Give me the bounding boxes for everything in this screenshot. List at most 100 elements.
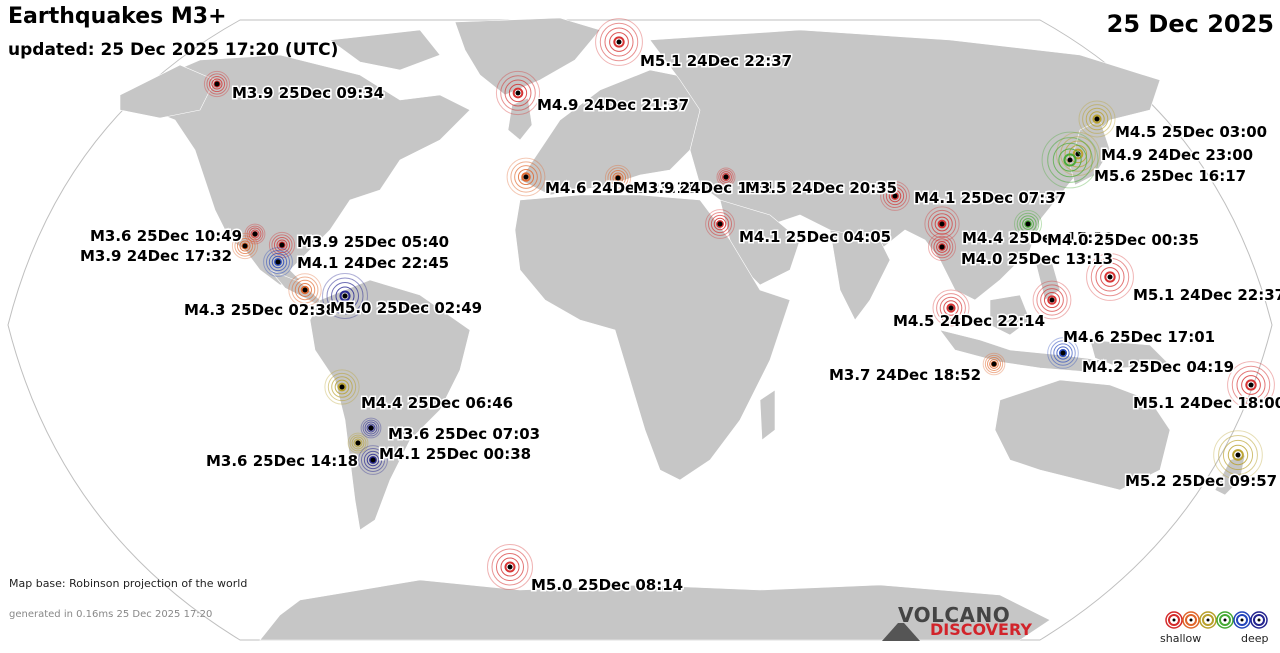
quake-marker[interactable] [1041, 131, 1099, 189]
land-madagascar [759, 389, 776, 441]
quake-marker[interactable] [1032, 280, 1072, 320]
quake-marker[interactable] [1078, 100, 1116, 138]
quake-marker[interactable] [203, 70, 231, 98]
quake-ring [1095, 262, 1125, 292]
quake-label[interactable]: M4.0 25Dec 00:35 [1046, 230, 1201, 251]
quake-label[interactable]: M4.1 25Dec 07:37 [913, 188, 1068, 209]
quake-ring [363, 450, 383, 470]
quake-marker[interactable] [1047, 337, 1079, 369]
quake-label[interactable]: M5.2 25Dec 09:57 [1124, 471, 1279, 492]
legend-ring [1182, 611, 1200, 629]
quake-ring [989, 359, 999, 369]
quake-labels: M5.1 24Dec 22:37 M3.9 25Dec 09:34 M4.9 24D… [79, 51, 1280, 596]
quake-ring [936, 241, 948, 253]
quake-marker[interactable] [495, 70, 541, 116]
quake-label[interactable]: M3.9 25Dec 09:34 [231, 83, 386, 104]
quake-label[interactable]: M4.0 25Dec 13:13 [960, 249, 1115, 270]
quake-ring [495, 70, 541, 116]
quake-ring [710, 214, 730, 234]
quake-label[interactable]: M5.1 24Dec 22:37 [639, 51, 794, 72]
quake-ring [718, 169, 734, 185]
quake-label[interactable]: M3.9 24Dec 18:15 [632, 178, 787, 199]
quake-ring [500, 557, 520, 577]
quake-marker[interactable] [322, 273, 368, 319]
legend-ring [1233, 611, 1251, 629]
quake-ring [351, 436, 365, 450]
quake-label[interactable]: M4.6 24Dec 23:18 [544, 178, 699, 199]
quake-marker[interactable] [263, 247, 293, 277]
quake-label[interactable]: M4.5 24Dec 22:14 [892, 311, 1047, 332]
quake-ring [327, 372, 357, 402]
quake-label[interactable]: M3.9 25Dec 05:40 [296, 232, 451, 253]
quake-label[interactable]: M5.0 25Dec 02:49 [329, 298, 484, 319]
quake-ring [248, 227, 262, 241]
quake-marker[interactable] [604, 164, 632, 192]
quake-label[interactable]: M4.3 25Dec 02:38 [183, 300, 338, 321]
quake-marker[interactable] [324, 369, 360, 405]
quake-label[interactable]: M4.6 25Dec 17:01 [1062, 327, 1217, 348]
quake-ring [322, 273, 368, 319]
legend-ring [1168, 614, 1180, 626]
quake-label[interactable]: M3.6 25Dec 10:49 [89, 226, 244, 247]
quake-label[interactable]: M4.9 24Dec 23:00 [1100, 145, 1255, 166]
legend-ring [1165, 611, 1183, 629]
quake-marker[interactable] [932, 289, 970, 327]
quake-label[interactable]: M4.5 25Dec 03:00 [1114, 122, 1269, 143]
quake-marker[interactable] [506, 157, 546, 197]
quake-marker[interactable] [982, 352, 1006, 376]
legend-shallow-label: shallow [1160, 632, 1202, 645]
quake-marker[interactable] [595, 18, 643, 66]
quake-ring [885, 186, 905, 206]
legend-dot [1172, 618, 1176, 622]
quake-label[interactable]: M4.4 25Dec 06:46 [360, 393, 515, 414]
quake-label[interactable]: M5.0 25Dec 08:14 [530, 575, 685, 596]
quake-marker[interactable] [705, 209, 735, 239]
quake-ring [1232, 449, 1244, 461]
quake-marker[interactable] [244, 223, 266, 245]
quake-ring [360, 417, 382, 439]
quake-ring [508, 83, 528, 103]
quake-ring [294, 279, 316, 301]
quake-marker[interactable] [1014, 210, 1042, 238]
quake-label[interactable]: M5.1 24Dec 18:00 [1132, 393, 1280, 414]
quake-label[interactable]: M4.9 24Dec 21:37 [536, 95, 691, 116]
quake-label[interactable]: M3.6 25Dec 07:03 [387, 424, 542, 445]
quake-label[interactable]: M4.1 25Dec 00:38 [378, 444, 533, 465]
quake-epicenter [1067, 157, 1073, 163]
quake-label[interactable]: M5.6 25Dec 16:17 [1093, 166, 1248, 187]
quake-label[interactable]: M3.9 24Dec 17:32 [79, 246, 234, 267]
quake-label[interactable]: M5.1 24Dec 22:37 [1132, 285, 1280, 306]
quake-marker[interactable] [1086, 253, 1134, 301]
quake-marker[interactable] [360, 417, 382, 439]
quake-ring [924, 206, 960, 242]
quake-label[interactable]: M4.1 24Dec 22:45 [296, 253, 451, 274]
quake-marker[interactable] [1213, 430, 1263, 480]
quake-label[interactable]: M3.7 24Dec 18:52 [828, 365, 983, 386]
volcano-discovery-logo[interactable]: VOLCANO DISCOVERY [880, 603, 1040, 643]
quake-label[interactable]: M4.4 25Dec 15:19 [961, 228, 1116, 249]
quake-marker[interactable] [268, 231, 296, 259]
quake-marker[interactable] [358, 445, 388, 475]
quake-label[interactable]: M4.2 25Dec 04:19 [1081, 357, 1236, 378]
quake-ring [1040, 288, 1064, 312]
quake-ring [930, 235, 954, 259]
quake-ring [231, 232, 259, 260]
quake-ring [1231, 365, 1271, 405]
quake-marker[interactable] [231, 232, 259, 260]
quake-marker[interactable] [347, 432, 369, 454]
quake-marker[interactable] [288, 273, 322, 307]
quake-label[interactable]: M3.5 24Dec 20:35 [744, 178, 899, 199]
quake-ring [339, 290, 351, 302]
quake-epicenter [252, 231, 258, 237]
quake-marker[interactable] [880, 181, 910, 211]
quake-marker[interactable] [928, 233, 956, 261]
quake-epicenter [1107, 274, 1113, 280]
quake-ring [882, 183, 908, 209]
quake-marker[interactable] [924, 206, 960, 242]
quake-label[interactable]: M4.1 25Dec 04:05 [738, 227, 893, 248]
quake-marker[interactable] [1227, 361, 1275, 409]
quake-marker[interactable] [487, 544, 533, 590]
quake-marker[interactable] [716, 167, 736, 187]
quake-label[interactable]: M3.6 25Dec 14:18 [205, 451, 360, 472]
